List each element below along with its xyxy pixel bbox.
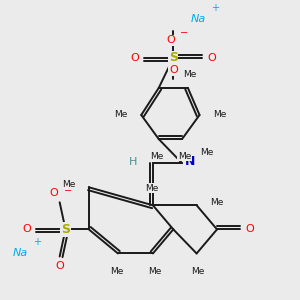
Text: −: − bbox=[180, 28, 188, 38]
Text: Me: Me bbox=[200, 148, 214, 157]
Text: Me: Me bbox=[148, 267, 161, 276]
Text: S: S bbox=[61, 223, 70, 236]
Text: H: H bbox=[128, 157, 137, 166]
Text: Me: Me bbox=[62, 180, 76, 189]
Text: S: S bbox=[169, 51, 178, 64]
Text: Na: Na bbox=[13, 248, 28, 259]
Text: Me: Me bbox=[114, 110, 127, 119]
Text: +: + bbox=[211, 3, 219, 13]
Text: O: O bbox=[55, 261, 64, 271]
Text: Me: Me bbox=[214, 110, 227, 119]
Text: O: O bbox=[246, 224, 254, 234]
Text: N: N bbox=[184, 155, 195, 168]
Text: Me: Me bbox=[184, 70, 197, 79]
Text: −: − bbox=[64, 186, 72, 196]
Text: +: + bbox=[33, 237, 41, 248]
Text: Me: Me bbox=[191, 267, 205, 276]
Text: O: O bbox=[167, 35, 176, 45]
Text: Me: Me bbox=[145, 184, 158, 193]
Text: O: O bbox=[22, 224, 31, 234]
Text: O: O bbox=[130, 53, 139, 63]
Text: O: O bbox=[169, 65, 178, 75]
Text: Me: Me bbox=[210, 198, 223, 207]
Text: O: O bbox=[208, 53, 216, 63]
Text: Me: Me bbox=[150, 152, 163, 161]
Text: Me: Me bbox=[178, 152, 191, 161]
Text: O: O bbox=[50, 188, 58, 198]
Text: Me: Me bbox=[110, 267, 123, 276]
Text: Na: Na bbox=[191, 14, 206, 24]
